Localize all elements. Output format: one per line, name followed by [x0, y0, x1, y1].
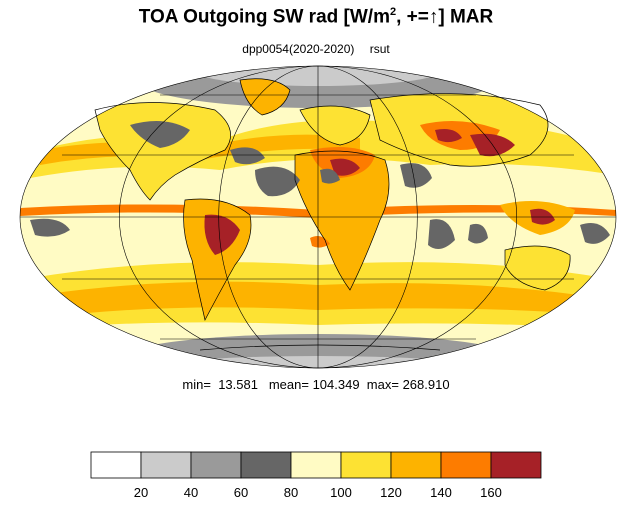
- colorbar-box: [240, 451, 292, 479]
- map-field: [20, 66, 616, 368]
- colorbar-labels: 20 40 60 80 100 120 140 160: [134, 485, 502, 500]
- colorbar-box: [290, 451, 342, 479]
- map-title: TOA Outgoing SW rad [W/m2, +=↑] MAR: [138, 6, 494, 28]
- coastlines: [94, 78, 571, 351]
- run-label: dpp0054(2020-2020): [242, 42, 355, 56]
- min-value: 13.581: [218, 377, 258, 392]
- colorbar-box: [90, 451, 142, 479]
- colorbar-tick-label: 160: [480, 485, 502, 500]
- colorbar-box: [190, 451, 242, 479]
- colorbar-tick-label: 40: [184, 485, 198, 500]
- colorbar-tick-label: 20: [134, 485, 148, 500]
- max-value: 268.910: [402, 377, 450, 392]
- graticule: [19, 65, 617, 369]
- statistics-line: min= 13.581 mean= 104.349 max= 268.910: [182, 377, 450, 392]
- colorbar-tick-label: 140: [430, 485, 452, 500]
- colorbar-boxes: [90, 451, 542, 479]
- variable-label: rsut: [369, 42, 390, 56]
- colorbar-tick-label: 80: [284, 485, 298, 500]
- colorbar-box: [390, 451, 442, 479]
- map-subtitle: dpp0054(2020-2020) rsut: [0, 42, 632, 56]
- world-map: [19, 65, 617, 369]
- colorbar-tick-label: 60: [234, 485, 248, 500]
- colorbar-box: [490, 451, 542, 479]
- colorbar-tick-label: 120: [380, 485, 402, 500]
- colorbar-box: [440, 451, 492, 479]
- mean-value: 104.349: [312, 377, 360, 392]
- colorbar-tick-label: 100: [330, 485, 352, 500]
- colorbar-box: [140, 451, 192, 479]
- colorbar-box: [340, 451, 392, 479]
